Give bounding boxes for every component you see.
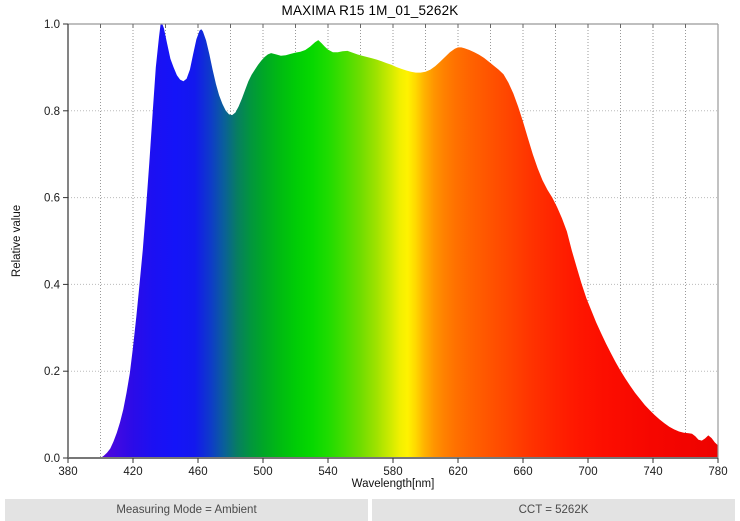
svg-text:580: 580	[383, 466, 402, 478]
x-tick-labels: 380 420 460 500 540 580 620 660 700 740 780	[58, 466, 727, 478]
svg-text:0.6: 0.6	[44, 193, 60, 205]
svg-text:740: 740	[643, 466, 662, 478]
svg-text:660: 660	[513, 466, 532, 478]
svg-text:380: 380	[58, 466, 77, 478]
svg-text:780: 780	[708, 466, 727, 478]
x-ticks	[67, 458, 719, 463]
svg-text:0.4: 0.4	[44, 279, 61, 291]
svg-text:420: 420	[123, 466, 142, 478]
status-cct: CCT = 5262K	[372, 499, 735, 521]
svg-text:540: 540	[318, 466, 337, 478]
svg-text:0.0: 0.0	[44, 453, 60, 465]
chart-title: MAXIMA R15 1M_01_5262K	[281, 3, 459, 18]
svg-text:620: 620	[448, 466, 467, 478]
svg-text:0.8: 0.8	[44, 106, 60, 118]
svg-text:0.2: 0.2	[44, 366, 60, 378]
svg-text:500: 500	[253, 466, 272, 478]
status-measuring-mode: Measuring Mode = Ambient	[5, 499, 368, 521]
x-axis-label: Wavelength[nm]	[351, 478, 435, 490]
spectrum-chart: 380 420 460 500 540 580 620 660 700 740 7800.00.20…	[44, 19, 728, 478]
svg-text:700: 700	[578, 466, 597, 478]
svg-text:460: 460	[188, 466, 207, 478]
spectrum-area	[100, 24, 718, 458]
y-ticks	[63, 23, 68, 459]
svg-text:1.0: 1.0	[44, 19, 60, 31]
top-minor-ticks	[100, 24, 686, 28]
y-tick-labels: 0.0 0.2 0.4 0.6 0.8 1.0	[44, 19, 61, 465]
